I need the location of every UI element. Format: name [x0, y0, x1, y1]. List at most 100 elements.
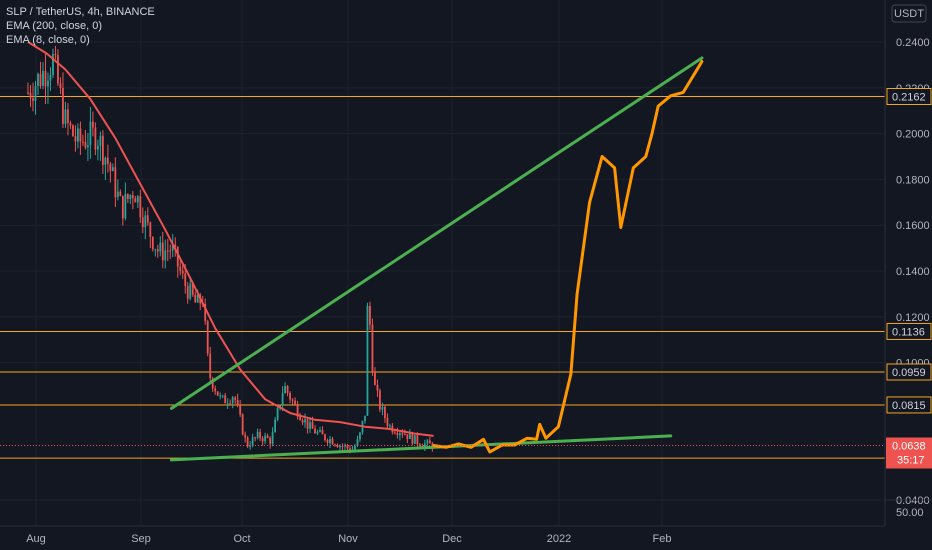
symbol-title[interactable]: SLP / TetherUS, 4h, BINANCE — [6, 6, 155, 18]
time-axis-ticks: Aug Sep Oct Nov Dec 2022 Feb — [26, 533, 671, 545]
price-tick-label: 0.2400 — [896, 37, 930, 49]
price-tick-label: 0.1200 — [896, 312, 930, 324]
candle-body — [114, 167, 117, 198]
candle-body — [399, 433, 401, 436]
candle-body — [106, 157, 109, 164]
candle-body — [59, 83, 62, 88]
candle-body — [246, 437, 249, 447]
candle-body — [354, 445, 356, 451]
candle-body — [64, 109, 67, 124]
candle-body — [191, 283, 194, 295]
candle-body — [104, 157, 107, 165]
candle-body — [359, 432, 361, 440]
candle-body — [54, 53, 57, 56]
candle-body — [82, 141, 84, 143]
trendline[interactable] — [170, 434, 673, 462]
current-price-label: 0.0638 — [892, 440, 926, 452]
candle-body — [32, 98, 34, 101]
chart-legend: SLP / TetherUS, 4h, BINANCE EMA (200, cl… — [6, 5, 155, 47]
candle-body — [416, 435, 419, 445]
candle-body — [259, 431, 262, 439]
candle-body — [96, 145, 99, 150]
currency-label: USDT — [894, 8, 924, 20]
level-badge-label: 0.2162 — [892, 92, 926, 104]
candle-body — [321, 430, 324, 435]
candle-body — [324, 434, 326, 441]
candle-body — [39, 73, 42, 86]
ema8-label[interactable]: EMA (8, close, 0) — [6, 34, 90, 46]
level-badge — [886, 322, 932, 340]
ema200-label[interactable]: EMA (200, close, 0) — [6, 20, 102, 32]
candle-body — [254, 437, 257, 439]
candle-body — [331, 438, 334, 445]
candle-body — [394, 432, 396, 434]
candle-body — [57, 55, 59, 84]
candle-body — [301, 420, 304, 423]
trendlines[interactable] — [170, 56, 704, 462]
candle-body — [376, 384, 379, 391]
candle-body — [181, 270, 184, 274]
candle-body — [89, 121, 92, 146]
currency-badge[interactable] — [891, 4, 927, 23]
horizontal-levels[interactable] — [0, 96, 885, 459]
candle-body — [42, 70, 44, 86]
candle-body — [136, 196, 139, 203]
candle-body — [141, 217, 144, 228]
candle-body — [306, 419, 309, 429]
candle-body — [401, 433, 404, 435]
candle-body — [131, 195, 134, 199]
candle-body — [289, 392, 291, 400]
candle-body — [244, 434, 247, 438]
projection-path[interactable] — [432, 60, 704, 454]
candle-body — [389, 425, 391, 427]
candle-body — [344, 445, 346, 447]
candle-body — [266, 435, 269, 438]
candle-body — [74, 136, 77, 142]
candle-body — [386, 417, 389, 426]
candle-body — [169, 250, 172, 252]
candle-body — [304, 419, 306, 423]
candle-body — [146, 215, 149, 223]
candle-body — [129, 195, 132, 200]
time-tick-label: Sep — [131, 533, 151, 545]
candle-body — [161, 242, 164, 261]
candle-body — [139, 196, 142, 218]
volume-tick: 50.00 — [896, 507, 924, 519]
candle-body — [374, 372, 376, 385]
candle-body — [209, 353, 212, 379]
candle-body — [311, 421, 314, 429]
candle-body — [164, 250, 167, 261]
trendline[interactable] — [170, 56, 704, 410]
candle-body — [101, 135, 104, 165]
candle-body — [329, 438, 331, 443]
price-badges: 0.21620.11360.09590.08150.05830.063835:1… — [886, 88, 932, 469]
time-tick-label: Dec — [442, 533, 462, 545]
candle-body — [174, 244, 177, 247]
candle-body — [366, 305, 369, 416]
candle-body — [87, 145, 89, 148]
candle-body — [356, 439, 359, 446]
candle-body — [408, 432, 411, 439]
candle-body — [194, 294, 197, 303]
candle-body — [384, 406, 386, 418]
candle-body — [211, 378, 214, 389]
price-projection[interactable] — [432, 60, 704, 454]
candle-body — [381, 406, 384, 410]
candle-body — [109, 163, 112, 171]
candle-body — [336, 445, 339, 448]
candle-body — [403, 434, 406, 436]
candle-body — [214, 388, 217, 392]
candle-body — [428, 440, 431, 444]
candle-body — [219, 395, 222, 397]
candle-body — [281, 393, 284, 406]
candle-body — [291, 399, 294, 401]
candle-body — [67, 109, 69, 123]
candle-body — [34, 85, 37, 101]
candle-body — [264, 435, 267, 442]
candle-body — [166, 250, 169, 252]
candle-body — [413, 435, 416, 444]
candle-body — [144, 215, 147, 228]
candle-body — [69, 122, 72, 126]
